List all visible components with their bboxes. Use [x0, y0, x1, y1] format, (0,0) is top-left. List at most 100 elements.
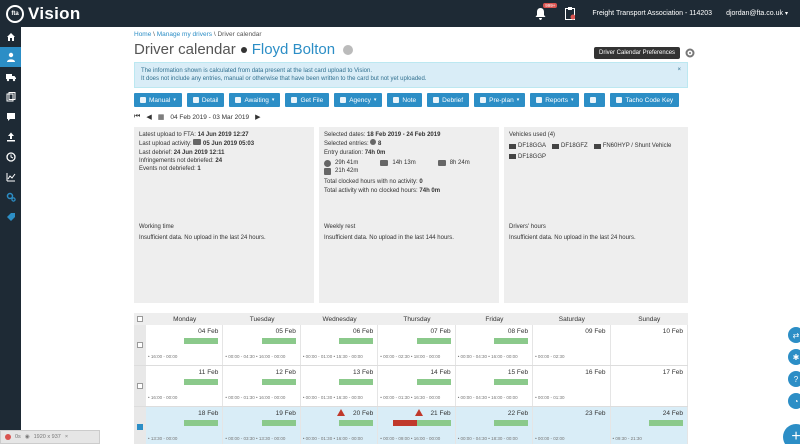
- sidebar-item-home[interactable]: [0, 27, 21, 47]
- vehicle-item[interactable]: DF18GGP: [509, 153, 546, 161]
- first-period-icon[interactable]: ⏮: [134, 113, 141, 120]
- calendar-day-cell[interactable]: 04 Feb • 16:00 - 00:00: [146, 325, 224, 365]
- calendar-day-cell[interactable]: 05 Feb • 00:00 - 04:30 • 16:00 - 00:00: [223, 325, 301, 365]
- swap-icon[interactable]: ⇄: [788, 327, 800, 343]
- activity-bar[interactable]: [261, 379, 296, 385]
- calendar-day-cell[interactable]: 10 Feb: [611, 325, 688, 365]
- chat-icon[interactable]: ◔: [788, 393, 800, 409]
- activity-bar[interactable]: [494, 420, 529, 426]
- organisation-name[interactable]: Freight Transport Association - 114203: [592, 10, 713, 17]
- calendar-week-row[interactable]: 04 Feb • 16:00 - 00:00 05 Feb • 00:00 - 04:…: [134, 325, 688, 366]
- calendar-day-cell[interactable]: 24 Feb • 09:30 - 21:30: [611, 407, 688, 444]
- sidebar-item-settings[interactable]: [0, 187, 21, 207]
- calendar-day-cell[interactable]: 18 Feb • 13:30 - 00:00: [146, 407, 224, 444]
- calendar-day-cell[interactable]: 11 Feb • 16:00 - 00:00: [146, 366, 224, 406]
- sidebar-item-history[interactable]: [0, 147, 21, 167]
- eye-icon[interactable]: ◉: [24, 434, 30, 440]
- notification-bell-button[interactable]: 999+: [532, 2, 558, 22]
- vehicle-item[interactable]: FN60HYP / Shunt Vehicle: [593, 142, 671, 150]
- toolbar-button-reports[interactable]: Reports ▾: [530, 93, 580, 107]
- button-label: Note: [402, 96, 417, 104]
- warning-icon[interactable]: [414, 409, 423, 416]
- calendar-day-cell[interactable]: 19 Feb • 00:00 - 03:30 • 13:30 - 00:00: [223, 407, 301, 444]
- gear-icon[interactable]: [684, 47, 696, 59]
- driver-status-icon[interactable]: [343, 44, 354, 55]
- activity-bar[interactable]: [416, 420, 451, 426]
- activity-bar[interactable]: [648, 420, 683, 426]
- calendar-icon[interactable]: ▦: [157, 114, 165, 121]
- calendar-day-cell[interactable]: 13 Feb • 00:00 - 01:30 • 16:30 - 00:00: [301, 366, 379, 406]
- activity-bar[interactable]: [261, 420, 296, 426]
- next-period-icon[interactable]: ▶: [255, 114, 261, 121]
- calendar-day-cell[interactable]: 21 Feb • 00:00 - 09:00 • 16:00 - 00:00: [378, 407, 456, 444]
- week-checkbox[interactable]: [137, 424, 143, 430]
- toolbar-button-debrief[interactable]: Debrief: [427, 93, 470, 107]
- toolbar-button-manual[interactable]: Manual ▾: [134, 93, 182, 107]
- vehicle-item[interactable]: DF18GGA: [509, 142, 546, 150]
- breadcrumb-home[interactable]: Home: [134, 31, 152, 38]
- toolbar-button-note[interactable]: Note: [387, 93, 423, 107]
- calendar-day-cell[interactable]: 12 Feb • 00:00 - 01:30 • 16:00 - 00:00: [223, 366, 301, 406]
- sidebar-item-upload[interactable]: [0, 127, 21, 147]
- week-checkbox[interactable]: [137, 342, 143, 348]
- main-content: Home \ Manage my drivers \ Driver calend…: [21, 27, 800, 444]
- activity-bar[interactable]: [494, 338, 529, 344]
- calendar-day-cell[interactable]: 15 Feb • 00:00 - 04:30 • 16:00 - 00:00: [456, 366, 534, 406]
- calendar-day-cell[interactable]: 17 Feb: [611, 366, 688, 406]
- toolbar-button-get-file[interactable]: Get File: [285, 93, 330, 107]
- day-times: • 00:00 - 04:30 • 18:30 - 00:00: [457, 436, 518, 441]
- day-date: 14 Feb: [430, 369, 451, 376]
- activity-bar[interactable]: [339, 379, 374, 385]
- calendar-day-cell[interactable]: 08 Feb • 00:00 - 04:30 • 16:00 - 00:00: [456, 325, 534, 365]
- activity-bar[interactable]: [416, 338, 451, 344]
- warning-icon[interactable]: [337, 409, 346, 416]
- record-icon[interactable]: [5, 434, 11, 440]
- toolbar-button-pre-plan[interactable]: Pre-plan ▾: [474, 93, 526, 107]
- calendar-week-row[interactable]: 18 Feb • 13:30 - 00:00 19 Feb • 00:00 - 03:…: [134, 407, 688, 444]
- sidebar-item-tags[interactable]: [0, 207, 21, 227]
- help-icon[interactable]: ?: [788, 371, 800, 387]
- toolbar-button-list[interactable]: [584, 93, 606, 107]
- toolbar-button-detail[interactable]: Detail: [186, 93, 225, 107]
- calendar-day-cell[interactable]: 20 Feb • 00:00 - 01:30 • 16:00 - 00:00: [301, 407, 379, 444]
- toolbar-button-awaiting[interactable]: Awaiting ▾: [229, 93, 281, 107]
- sidebar-item-messages[interactable]: [0, 107, 21, 127]
- activity-bar[interactable]: [184, 420, 219, 426]
- day-times: • 00:00 - 04:30 • 16:00 - 00:00: [225, 354, 286, 359]
- sidebar-item-drivers[interactable]: [0, 47, 21, 67]
- calendar-day-cell[interactable]: 09 Feb • 00:00 - 02:30: [533, 325, 611, 365]
- sidebar-item-vehicles[interactable]: [0, 67, 21, 87]
- toolbar-button-agency[interactable]: Agency ▾: [334, 93, 383, 107]
- driver-name-link[interactable]: Floyd Bolton: [251, 41, 336, 58]
- sidebar-item-reports[interactable]: [0, 167, 21, 187]
- vehicle-item[interactable]: DF18GFZ: [552, 142, 588, 150]
- calendar-day-cell[interactable]: 06 Feb • 00:00 - 01:00 • 15:30 - 00:00: [301, 325, 379, 365]
- activity-bar[interactable]: [184, 379, 219, 385]
- calendar-day-cell[interactable]: 14 Feb • 00:00 - 01:30 • 16:30 - 00:00: [378, 366, 456, 406]
- sidebar-item-documents[interactable]: [0, 87, 21, 107]
- add-button[interactable]: +: [783, 424, 800, 444]
- close-icon[interactable]: ×: [677, 67, 681, 73]
- tasks-button[interactable]: [562, 6, 578, 22]
- week-checkbox[interactable]: [137, 383, 143, 389]
- breadcrumb-manage-drivers[interactable]: Manage my drivers: [156, 31, 213, 38]
- activity-bar[interactable]: [339, 420, 374, 426]
- activity-bar[interactable]: [261, 338, 296, 344]
- close-icon[interactable]: ×: [64, 434, 69, 440]
- toolbar-button-tacho-code-key[interactable]: Tacho Code Key: [610, 93, 680, 107]
- infringement-bar[interactable]: [392, 420, 417, 426]
- user-menu[interactable]: djordan@fta.co.uk ▾: [726, 10, 788, 17]
- bug-icon[interactable]: ✱: [788, 349, 800, 365]
- activity-bar[interactable]: [494, 379, 529, 385]
- calendar-day-cell[interactable]: 22 Feb • 00:00 - 04:30 • 18:30 - 00:00: [456, 407, 534, 444]
- activity-bar[interactable]: [184, 338, 219, 344]
- activity-bar[interactable]: [416, 379, 451, 385]
- select-all-checkbox[interactable]: [137, 316, 143, 322]
- previous-period-icon[interactable]: ◀: [146, 114, 152, 121]
- calendar-day-cell[interactable]: 23 Feb • 00:00 - 02:00: [533, 407, 611, 444]
- activity-bar[interactable]: [339, 338, 374, 344]
- app-logo[interactable]: fta Vision: [6, 4, 81, 24]
- calendar-day-cell[interactable]: 16 Feb • 00:00 - 01:30: [533, 366, 611, 406]
- calendar-week-row[interactable]: 11 Feb • 16:00 - 00:00 12 Feb • 00:00 - 01:…: [134, 366, 688, 407]
- calendar-day-cell[interactable]: 07 Feb • 00:00 - 02:30 • 18:00 - 00:00: [378, 325, 456, 365]
